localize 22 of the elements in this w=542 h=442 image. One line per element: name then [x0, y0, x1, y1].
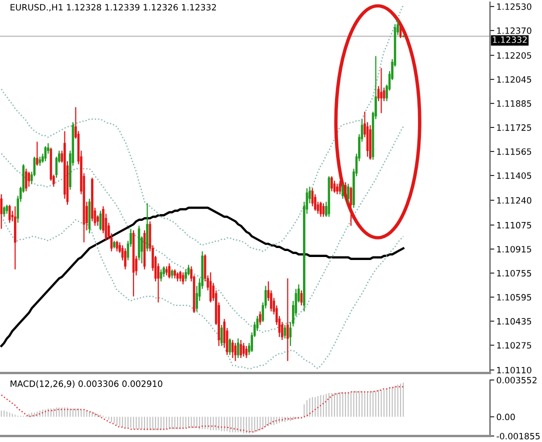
y-tick-label: 1.11405: [497, 172, 532, 179]
y-tick-label: 1.11240: [497, 197, 532, 204]
chart-title: EURUSD.,H1 1.12328 1.12339 1.12326 1.12332: [10, 4, 216, 12]
y-tick-label: 1.10275: [497, 342, 532, 349]
y-tick-label: 1.10110: [497, 366, 532, 374]
y-tick-label: -0.001855: [496, 432, 540, 440]
y-tick-label: 1.11075: [497, 222, 532, 228]
chart-title: MACD(12,26,9) 0.003306 0.002910: [10, 380, 162, 388]
y-tick-label: 0.00: [496, 414, 515, 420]
y-tick-label: 1.11885: [497, 100, 532, 107]
y-tick-label: 1.10915: [497, 246, 532, 252]
y-tick-label: 1.12530: [497, 3, 532, 10]
y-tick-label: 1.12205: [497, 52, 532, 59]
y-tick-label: 1.12370: [497, 27, 532, 34]
y-tick-label: 0.003552: [496, 376, 536, 384]
y-tick-label: 1.11725: [497, 124, 532, 131]
y-tick-label: 1.10435: [497, 318, 532, 325]
y-tick-label: 1.12045: [497, 76, 532, 83]
y-tick-label: 1.10755: [497, 270, 532, 277]
ref-line-label: 1.12332: [492, 36, 527, 43]
y-tick-label: 1.10595: [497, 294, 532, 301]
y-tick-label: 1.11565: [497, 148, 532, 155]
